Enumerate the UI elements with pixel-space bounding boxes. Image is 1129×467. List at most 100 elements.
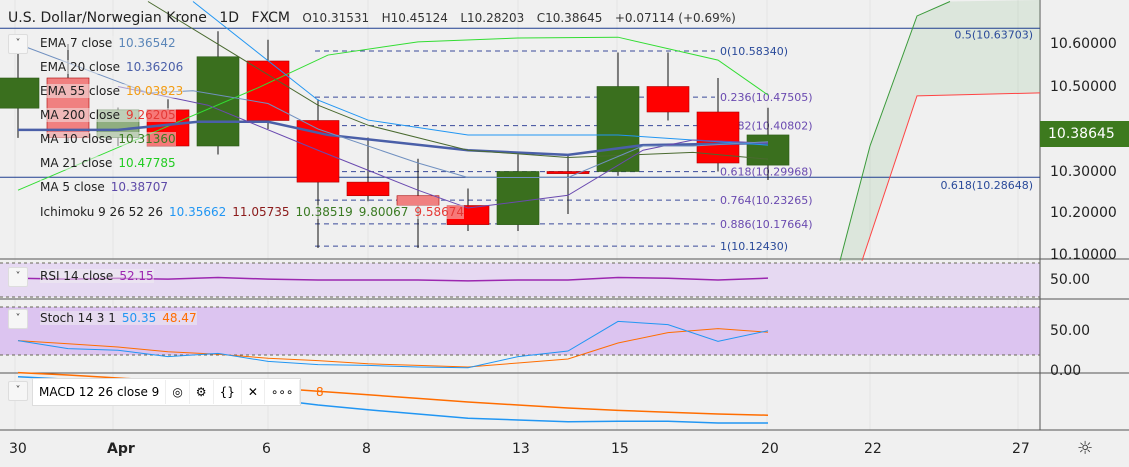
exchange: FXCM: [251, 10, 290, 26]
legend-label: EMA 20 close: [40, 60, 120, 74]
fib-level-label: 0.382(10.40802): [720, 120, 813, 133]
symbol-name[interactable]: U.S. Dollar/Norwegian Krone: [8, 10, 207, 26]
macd-value: 8: [316, 385, 324, 399]
legend-label: EMA 7 close: [40, 36, 113, 50]
legend-label: MA 21 close: [40, 156, 113, 170]
fib-level-label: 0.886(10.17664): [720, 218, 813, 231]
legend-label: MA 5 close: [40, 180, 105, 194]
fib-level-label: 1(10.12430): [720, 240, 788, 253]
legend-rsi[interactable]: RSI 14 close 52.15: [40, 269, 154, 283]
legend-ichimoku[interactable]: Ichimoku 9 26 52 26 10.35662 11.05735 10.38…: [40, 205, 465, 219]
fib-level-label: 0.764(10.23265): [720, 194, 813, 207]
time-tick: 20: [761, 441, 779, 457]
close-icon[interactable]: ✕: [242, 380, 265, 404]
candle-body: [746, 134, 790, 166]
legend-value: 10.38707: [110, 180, 168, 194]
settings-gear-icon[interactable]: ☼: [1077, 438, 1094, 459]
candle-body: [346, 181, 390, 197]
indicator-line-tenkan: [192, 1, 769, 146]
stoch-k-value: 50.35: [121, 311, 157, 325]
time-tick: 30: [9, 441, 27, 457]
legend-value: 10.03823: [125, 84, 184, 98]
ohlc-high: H10.45124: [381, 11, 448, 25]
macd-label[interactable]: MACD 12 26 close 9: [33, 380, 167, 404]
price-tick: 10.10000: [1050, 247, 1117, 263]
rsi-axis-tick: 50.00: [1050, 272, 1091, 288]
legend-value: 10.47785: [118, 156, 176, 170]
indicator-line-senkou_b: [861, 92, 1041, 261]
ichimoku-value: 9.80067: [358, 205, 409, 219]
candle-body: [696, 111, 740, 164]
legend-item[interactable]: MA 10 close 10.31360: [40, 132, 176, 146]
stoch-axis-tick: 0.00: [1050, 363, 1082, 379]
legend-value: 9.26205: [126, 108, 176, 122]
ichimoku-value: 10.38519: [295, 205, 353, 219]
indicator-line-ema20: [18, 120, 769, 157]
price-tick: 10.30000: [1050, 164, 1117, 180]
ichimoku-value: 10.35662: [169, 205, 227, 219]
legend-label: EMA 55 close: [40, 84, 120, 98]
stoch-k-line: [17, 320, 769, 369]
legend-value: 10.31360: [118, 132, 176, 146]
indicator-line-senkou_a: [839, 1, 951, 261]
fib-level-label: 0.236(10.47505): [720, 91, 813, 104]
ohlc-change: +0.07114 (+0.69%): [614, 11, 736, 25]
legend-item[interactable]: EMA 7 close 10.36542: [40, 36, 176, 50]
candle-body: [646, 86, 690, 113]
time-tick: 13: [512, 441, 530, 457]
ohlc-close: C10.38645: [536, 11, 603, 25]
stoch-d-value: 48.47: [162, 311, 197, 325]
more-icon[interactable]: ∘∘∘: [265, 380, 301, 404]
candle-body: [596, 86, 640, 172]
legend-label: MA 200 close: [40, 108, 121, 122]
candle-body: [196, 56, 240, 147]
price-tick: 10.60000: [1050, 36, 1117, 52]
chart-header: U.S. Dollar/Norwegian Krone 1D FXCM O10.…: [8, 10, 744, 26]
legend-collapse-button[interactable]: ˅: [8, 34, 28, 54]
time-tick: 8: [362, 441, 371, 457]
legend-value: 10.36542: [118, 36, 176, 50]
time-tick: Apr: [107, 441, 135, 457]
macd-collapse-button[interactable]: ˅: [8, 381, 28, 401]
ohlc-open: O10.31531: [302, 11, 370, 25]
stoch-d-line: [17, 328, 769, 368]
ichimoku-value: 11.05735: [232, 205, 290, 219]
fib-level-label: 0.618(10.29968): [720, 166, 813, 179]
rsi-collapse-button[interactable]: ˅: [8, 267, 28, 287]
legend-item[interactable]: MA 5 close 10.38707: [40, 180, 168, 194]
time-tick: 15: [611, 441, 629, 457]
rsi-value: 52.15: [119, 269, 154, 283]
indicator-line-ma10: [147, 1, 769, 160]
ohlc-low: L10.28203: [460, 11, 525, 25]
candle-body: [546, 171, 590, 174]
interval[interactable]: 1D: [219, 10, 240, 26]
gear-icon[interactable]: ⚙: [190, 380, 214, 404]
fib-level-label: 0(10.58340): [720, 45, 788, 58]
legend-item[interactable]: EMA 20 close 10.36206: [40, 60, 184, 74]
macd-legend-toolbar: MACD 12 26 close 9 ◎ ⚙ {} ✕ ∘∘∘: [32, 378, 302, 406]
ichimoku-cloud: [840, 0, 1040, 261]
fib-hline-label: 0.618(10.28648): [940, 179, 1033, 192]
candle-body: [246, 60, 290, 121]
stoch-collapse-button[interactable]: ˅: [8, 309, 28, 329]
candle-body: [0, 77, 40, 109]
last-price-label: 10.38645: [1040, 121, 1129, 147]
legend-item[interactable]: EMA 55 close 10.03823: [40, 84, 184, 98]
stoch-axis-tick: 50.00: [1050, 323, 1091, 339]
legend-label: MA 10 close: [40, 132, 113, 146]
eye-icon[interactable]: ◎: [166, 380, 190, 404]
price-tick: 10.50000: [1050, 79, 1117, 95]
fib-hline-label: 0.5(10.63703): [954, 28, 1033, 41]
legend-value: 10.36206: [125, 60, 184, 74]
legend-stoch[interactable]: Stoch 14 3 1 50.35 48.47: [40, 311, 197, 325]
time-tick: 6: [262, 441, 271, 457]
price-tick: 10.20000: [1050, 205, 1117, 221]
braces-icon[interactable]: {}: [214, 380, 242, 404]
time-tick: 22: [864, 441, 882, 457]
legend-item[interactable]: MA 21 close 10.47785: [40, 156, 176, 170]
indicator-line-ma5: [117, 86, 769, 209]
indicator-line-ma21: [17, 36, 769, 191]
candle-body: [496, 171, 540, 225]
time-tick: 27: [1012, 441, 1030, 457]
legend-item[interactable]: MA 200 close 9.26205: [40, 108, 176, 122]
